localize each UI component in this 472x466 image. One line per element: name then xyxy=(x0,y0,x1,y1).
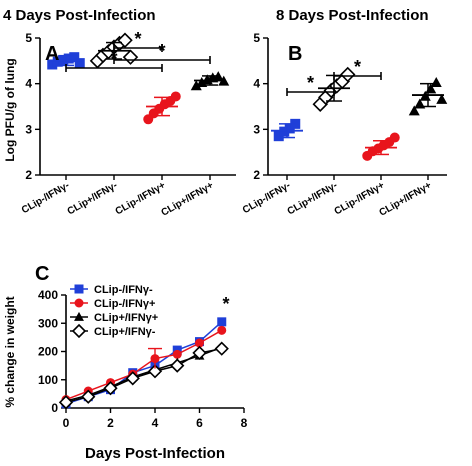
panel-c-legend-swatch-marker xyxy=(71,323,87,339)
panel-c-panel-letter: C xyxy=(35,263,49,285)
panel-a-data-point xyxy=(69,52,80,63)
panel-c-data-point xyxy=(172,349,182,359)
panel-b-y-tick-label: 3 xyxy=(253,122,260,136)
panel-a-category-label: CLip-/IFNγ+ xyxy=(114,180,168,218)
panel-b-title: 8 Days Post-Infection xyxy=(276,7,429,24)
panel-a-significance-star: * xyxy=(134,29,141,49)
panel-c-data-point xyxy=(192,345,207,361)
panel-a-significance-star: * xyxy=(158,41,165,61)
panel-b-y-tick-label: 5 xyxy=(253,31,260,45)
panel-b-data-point xyxy=(284,123,295,134)
panel-b-y-tick-label: 2 xyxy=(253,168,260,182)
panel-a-data-point xyxy=(58,54,69,65)
panel-b-data-point xyxy=(279,126,290,137)
panel-c-significance-star: * xyxy=(222,294,229,314)
panel-c-data-point xyxy=(195,338,204,348)
panel-c-legend-swatch-marker xyxy=(74,298,84,308)
panel-a-title: 4 Days Post-Infection xyxy=(3,7,156,24)
panel-c-legend-label: CLip-/IFNγ+ xyxy=(94,298,155,310)
panel-c-data-point xyxy=(170,358,185,373)
panel-a-data-point xyxy=(74,58,85,69)
panel-a-y-tick-label: 4 xyxy=(25,77,32,91)
panel-c-data-point xyxy=(103,381,118,396)
panel-c-x-tick-label: 6 xyxy=(196,416,203,430)
panel-b-data-point xyxy=(430,77,442,88)
panel-c-legend-swatch-marker xyxy=(74,311,84,321)
panel-c-data-point xyxy=(58,395,74,410)
panel-a-y-tick-label: 5 xyxy=(25,31,32,45)
panel-c-y-tick-label: 300 xyxy=(38,316,58,330)
panel-b-category-label: CLip+/IFNγ- xyxy=(286,180,340,217)
panel-b-data-point xyxy=(340,66,356,83)
panel-b-y-tick-label: 4 xyxy=(253,77,260,91)
panel-c-legend-swatch-marker xyxy=(74,284,84,294)
panel-c-x-label: Days Post-Infection xyxy=(85,445,225,462)
panel-c-legend-label: CLip-/IFNγ- xyxy=(94,284,153,296)
panel-b-significance-star: * xyxy=(307,73,314,93)
panel-b-category-label: CLip-/IFNγ- xyxy=(241,180,293,216)
panel-b-data-point xyxy=(290,118,301,129)
panel-c-x-tick-label: 0 xyxy=(63,416,70,430)
panel-a-panel-letter: A xyxy=(45,43,59,65)
panel-a-category-label: CLip+/IFNγ+ xyxy=(159,180,215,219)
panel-c-y-tick-label: 100 xyxy=(38,373,58,387)
panel-c-data-point xyxy=(147,364,163,379)
panel-c-data-point xyxy=(217,325,227,335)
panel-a-data-point xyxy=(170,91,181,102)
panel-c-y-tick-label: 400 xyxy=(38,288,58,302)
panel-b-data-point xyxy=(436,93,448,104)
panel-b-significance-star: * xyxy=(354,57,361,77)
panel-a-y-label: Log PFU/g of lung xyxy=(3,58,17,161)
panel-c-data-point xyxy=(81,389,96,404)
panel-c-data-point xyxy=(214,341,229,356)
panel-a-data-point xyxy=(47,59,58,70)
panel-c-legend-label: CLip+/IFNγ- xyxy=(94,326,156,338)
panel-a-data-point xyxy=(212,71,224,82)
panel-a-y-tick-label: 2 xyxy=(25,168,32,182)
panel-a-category-label: CLip+/IFNγ- xyxy=(66,180,120,217)
panel-b-panel-letter: B xyxy=(288,43,302,65)
panel-a-data-point xyxy=(52,56,63,67)
panel-a-data-point xyxy=(190,80,202,91)
panel-b-data-point xyxy=(408,105,420,116)
panel-a-y-tick-label: 3 xyxy=(25,122,32,136)
panel-c-y-tick-label: 0 xyxy=(51,401,58,415)
panel-a-data-point xyxy=(63,53,74,64)
panel-c-y-tick-label: 200 xyxy=(38,345,58,359)
panel-a-data-point xyxy=(122,49,139,65)
panel-a-data-point xyxy=(117,32,133,49)
panel-c-data-point xyxy=(125,371,140,386)
panel-b-data-point xyxy=(273,131,284,142)
panel-c-y-label: % change in weight xyxy=(3,296,17,407)
panel-b-category-label: CLip+/IFNγ+ xyxy=(377,180,433,219)
panel-c-x-tick-label: 2 xyxy=(107,416,114,430)
panel-c-legend-label: CLip+/IFNγ+ xyxy=(94,312,158,324)
panel-c-x-tick-label: 8 xyxy=(241,416,248,430)
panel-c-x-tick-label: 4 xyxy=(152,416,159,430)
panel-b-data-point xyxy=(389,132,400,143)
panel-a-category-label: CLip-/IFNγ- xyxy=(20,180,72,216)
panel-c-data-point xyxy=(217,317,227,327)
